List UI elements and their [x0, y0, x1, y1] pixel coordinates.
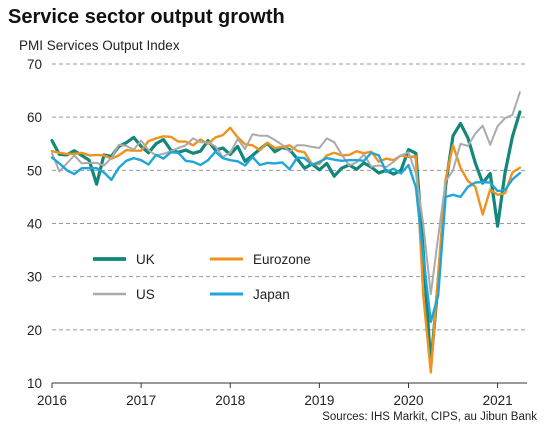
y-tick-40: 40 [27, 217, 42, 232]
legend-label-eurozone: Eurozone [253, 252, 311, 267]
legend-label-us: US [136, 287, 155, 302]
x-tick-2019: 2019 [304, 393, 334, 408]
y-tick-labels: 10 20 30 40 50 60 70 [27, 57, 42, 391]
x-tick-2017: 2017 [126, 393, 156, 408]
gridlines [52, 63, 527, 384]
y-tick-10: 10 [27, 376, 42, 391]
chart-title: Service sector output growth [8, 6, 285, 28]
x-tick-2016: 2016 [37, 393, 67, 408]
legend-label-uk: UK [136, 252, 155, 267]
series-lines [50, 91, 522, 374]
series-line-eurozone [50, 126, 522, 374]
y-axis-label: PMI Services Output Index [19, 38, 180, 53]
y-tick-60: 60 [27, 110, 42, 125]
y-tick-70: 70 [27, 57, 42, 72]
x-tick-2021: 2021 [483, 393, 513, 408]
series-line-us [51, 91, 521, 296]
y-tick-50: 50 [27, 163, 42, 178]
y-tick-30: 30 [27, 270, 42, 285]
y-tick-20: 20 [27, 323, 42, 338]
series-line-uk [50, 110, 522, 367]
series-line-japan [50, 150, 522, 324]
x-tick-2020: 2020 [393, 393, 423, 408]
legend-label-japan: Japan [253, 287, 290, 302]
x-tick-labels: 2016 2017 2018 2019 2020 2021 [37, 383, 513, 408]
x-tick-2018: 2018 [215, 393, 245, 408]
source-note: Sources: IHS Markit, CIPS, au Jibun Bank [322, 411, 537, 423]
legend: UK Eurozone US Japan [93, 252, 311, 302]
